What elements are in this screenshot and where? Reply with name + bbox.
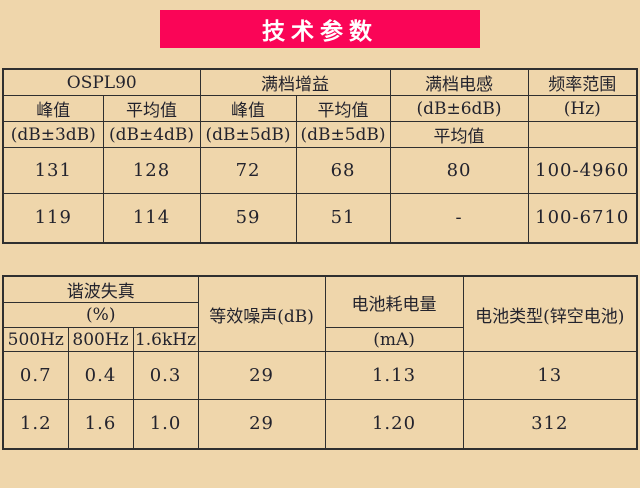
title-banner: 技术参数 bbox=[160, 10, 480, 48]
table-row: 1.2 1.6 1.0 29 1.20 312 bbox=[2, 399, 638, 449]
t2-cell-r1c4: 29 bbox=[197, 351, 326, 400]
t1-cell-r2c4: 51 bbox=[295, 193, 391, 243]
table-row: 峰值 平均值 峰值 平均值 (dB±6dB) (Hz) bbox=[2, 95, 638, 122]
t1-cell-r2c3: 59 bbox=[199, 193, 297, 243]
spec-table-main: OSPL90 满档增益 满档电感 频率范围 峰值 平均值 峰值 平均值 (dB±… bbox=[2, 68, 639, 244]
table-row: 500Hz 800Hz 1.6kHz (mA) bbox=[2, 327, 637, 352]
t1-cell-r2c2: 114 bbox=[102, 193, 201, 243]
t1-header-blank bbox=[527, 121, 638, 148]
t1-cell-r1c5: 80 bbox=[389, 147, 529, 194]
t2-cell-r1c5: 1.13 bbox=[324, 351, 464, 400]
t2-cell-r1c1: 0.7 bbox=[2, 351, 69, 400]
t1-header-avg-3: 平均值 bbox=[389, 121, 529, 148]
t1-header-peak-1: 峰值 bbox=[2, 95, 104, 122]
t2-cell-r2c1: 1.2 bbox=[2, 399, 69, 449]
table-row: (%) bbox=[2, 302, 637, 328]
t1-header-ospl90: OSPL90 bbox=[2, 68, 201, 96]
table-row: 119 114 59 51 - 100-6710 bbox=[2, 193, 638, 243]
t2-header-1600hz: 1.6kHz bbox=[132, 327, 199, 352]
spec-table-secondary: 谐波失真 等效噪声(dB) 电池耗电量 电池类型(锌空电池) (%) 500Hz… bbox=[2, 275, 639, 450]
t2-cell-r2c2: 1.6 bbox=[67, 399, 134, 449]
table-row: (dB±3dB) (dB±4dB) (dB±5dB) (dB±5dB) 平均值 bbox=[2, 121, 638, 148]
t1-cell-r1c4: 68 bbox=[295, 147, 391, 194]
t1-header-peak-2: 峰值 bbox=[199, 95, 297, 122]
t2-header-harmonic-distortion: 谐波失真 bbox=[2, 275, 199, 303]
table-row: 谐波失真 等效噪声(dB) 电池耗电量 电池类型(锌空电池) bbox=[2, 275, 638, 352]
table-row: 131 128 72 68 80 100-4960 bbox=[2, 147, 638, 194]
t2-cell-r1c6: 13 bbox=[462, 351, 638, 400]
t2-header-800hz: 800Hz bbox=[67, 327, 134, 352]
table-row: OSPL90 满档增益 满档电感 频率范围 bbox=[2, 68, 638, 96]
t2-header-battery-consumption: 电池耗电量 bbox=[324, 275, 464, 328]
t1-header-full-on-inductance: 满档电感 bbox=[389, 68, 529, 96]
t2-header-battery-type: 电池类型(锌空电池) bbox=[462, 275, 638, 352]
t1-header-db4: (dB±4dB) bbox=[102, 121, 201, 148]
t1-header-db5b: (dB±5dB) bbox=[295, 121, 391, 148]
t1-cell-r1c6: 100-4960 bbox=[527, 147, 638, 194]
t2-header-percent: (%) bbox=[2, 302, 199, 328]
t1-header-freq-range: 频率范围 bbox=[527, 68, 638, 96]
t1-header-avg-2: 平均值 bbox=[295, 95, 391, 122]
t2-header-equiv-noise: 等效噪声(dB) bbox=[197, 275, 326, 352]
t1-cell-r2c6: 100-6710 bbox=[527, 193, 638, 243]
page-title: 技术参数 bbox=[262, 18, 378, 45]
t1-cell-r1c1: 131 bbox=[2, 147, 104, 194]
t1-cell-r1c3: 72 bbox=[199, 147, 297, 194]
t2-cell-r2c5: 1.20 bbox=[324, 399, 464, 449]
t2-cell-r2c6: 312 bbox=[462, 399, 638, 449]
t1-header-hz: (Hz) bbox=[527, 95, 638, 122]
table-row: 0.7 0.4 0.3 29 1.13 13 bbox=[2, 351, 638, 400]
t1-header-full-on-gain: 满档增益 bbox=[199, 68, 391, 96]
t1-header-db6: (dB±6dB) bbox=[389, 95, 529, 122]
t2-cell-r2c4: 29 bbox=[197, 399, 326, 449]
t2-header-500hz: 500Hz bbox=[2, 327, 69, 352]
t1-cell-r1c2: 128 bbox=[102, 147, 201, 194]
t2-cell-r2c3: 1.0 bbox=[132, 399, 199, 449]
t1-header-avg-1: 平均值 bbox=[102, 95, 201, 122]
t2-header-ma: (mA) bbox=[324, 327, 464, 352]
t2-cell-r1c3: 0.3 bbox=[132, 351, 199, 400]
t1-header-db3: (dB±3dB) bbox=[2, 121, 104, 148]
t2-cell-r1c2: 0.4 bbox=[67, 351, 134, 400]
t1-cell-r2c5: - bbox=[389, 193, 529, 243]
t1-header-db5a: (dB±5dB) bbox=[199, 121, 297, 148]
t1-cell-r2c1: 119 bbox=[2, 193, 104, 243]
